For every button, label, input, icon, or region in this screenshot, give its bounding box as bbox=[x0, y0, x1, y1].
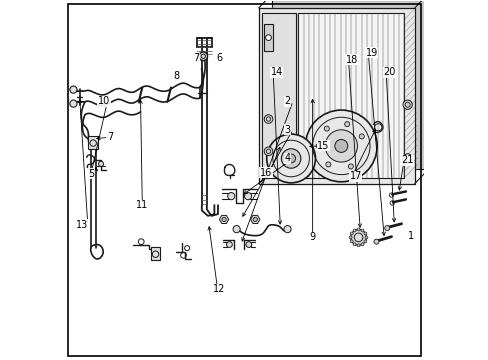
Circle shape bbox=[226, 242, 232, 247]
Circle shape bbox=[349, 232, 352, 235]
Text: 11: 11 bbox=[136, 200, 148, 210]
Circle shape bbox=[360, 243, 363, 246]
Text: 20: 20 bbox=[383, 67, 395, 77]
Text: 6: 6 bbox=[216, 53, 222, 63]
Text: 15: 15 bbox=[317, 141, 329, 151]
Circle shape bbox=[70, 86, 77, 93]
Text: 14: 14 bbox=[270, 67, 283, 77]
Polygon shape bbox=[258, 8, 414, 184]
Circle shape bbox=[244, 193, 251, 200]
Circle shape bbox=[402, 154, 411, 163]
Polygon shape bbox=[219, 215, 228, 224]
Circle shape bbox=[348, 236, 351, 239]
Circle shape bbox=[199, 52, 207, 60]
Circle shape bbox=[384, 226, 389, 230]
Circle shape bbox=[245, 242, 251, 247]
Text: 2: 2 bbox=[284, 96, 290, 106]
Circle shape bbox=[316, 143, 321, 148]
Text: 19: 19 bbox=[365, 48, 377, 58]
Circle shape bbox=[324, 126, 328, 131]
Bar bbox=[262, 13, 296, 178]
Circle shape bbox=[305, 110, 376, 182]
Circle shape bbox=[352, 229, 355, 232]
Text: 16: 16 bbox=[259, 168, 272, 178]
Circle shape bbox=[325, 130, 357, 162]
Bar bbox=[264, 24, 273, 51]
Text: 8: 8 bbox=[173, 71, 179, 81]
Text: 4: 4 bbox=[284, 153, 290, 163]
Circle shape bbox=[265, 35, 271, 41]
Circle shape bbox=[253, 217, 257, 222]
Text: 1: 1 bbox=[407, 231, 413, 240]
Circle shape bbox=[347, 164, 353, 169]
Circle shape bbox=[99, 161, 103, 166]
Circle shape bbox=[264, 115, 272, 123]
Bar bbox=[88, 136, 98, 149]
Circle shape bbox=[364, 236, 367, 239]
Circle shape bbox=[281, 149, 300, 168]
Text: 21: 21 bbox=[401, 155, 413, 165]
Circle shape bbox=[402, 100, 411, 109]
Circle shape bbox=[352, 243, 355, 246]
Text: 12: 12 bbox=[213, 284, 225, 294]
Circle shape bbox=[284, 226, 290, 233]
Circle shape bbox=[349, 240, 352, 243]
Circle shape bbox=[325, 162, 330, 167]
Text: 7: 7 bbox=[107, 132, 113, 142]
Polygon shape bbox=[250, 215, 260, 224]
Circle shape bbox=[360, 229, 363, 232]
Text: 17: 17 bbox=[349, 171, 361, 181]
Circle shape bbox=[359, 134, 364, 139]
Bar bbox=[151, 247, 160, 260]
Circle shape bbox=[264, 147, 272, 156]
Circle shape bbox=[266, 134, 315, 183]
Text: 13: 13 bbox=[76, 220, 88, 230]
Circle shape bbox=[350, 229, 366, 245]
Text: 3: 3 bbox=[284, 125, 290, 135]
Circle shape bbox=[363, 240, 366, 243]
Text: 7: 7 bbox=[193, 53, 199, 63]
Circle shape bbox=[227, 193, 234, 200]
Circle shape bbox=[373, 239, 378, 244]
Circle shape bbox=[286, 154, 295, 163]
Bar bbox=[298, 13, 403, 178]
Circle shape bbox=[233, 226, 240, 233]
Polygon shape bbox=[298, 13, 403, 178]
Circle shape bbox=[356, 228, 359, 231]
Circle shape bbox=[344, 122, 349, 127]
Text: 10: 10 bbox=[98, 96, 110, 106]
Circle shape bbox=[334, 139, 347, 152]
Circle shape bbox=[222, 217, 226, 222]
Circle shape bbox=[298, 143, 306, 150]
Polygon shape bbox=[272, 0, 427, 169]
Text: 5: 5 bbox=[88, 168, 94, 179]
Text: 9: 9 bbox=[309, 232, 315, 242]
Circle shape bbox=[363, 232, 366, 235]
Text: 18: 18 bbox=[345, 55, 358, 65]
Circle shape bbox=[356, 244, 359, 247]
Circle shape bbox=[70, 100, 77, 107]
